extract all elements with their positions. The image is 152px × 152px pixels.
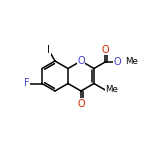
Text: O: O bbox=[114, 57, 121, 67]
Text: Me: Me bbox=[105, 85, 118, 94]
Text: I: I bbox=[47, 45, 50, 55]
Text: O: O bbox=[102, 45, 109, 55]
Text: Me: Me bbox=[125, 57, 138, 66]
Text: F: F bbox=[24, 78, 29, 88]
Text: O: O bbox=[77, 99, 85, 109]
Text: O: O bbox=[77, 56, 85, 66]
